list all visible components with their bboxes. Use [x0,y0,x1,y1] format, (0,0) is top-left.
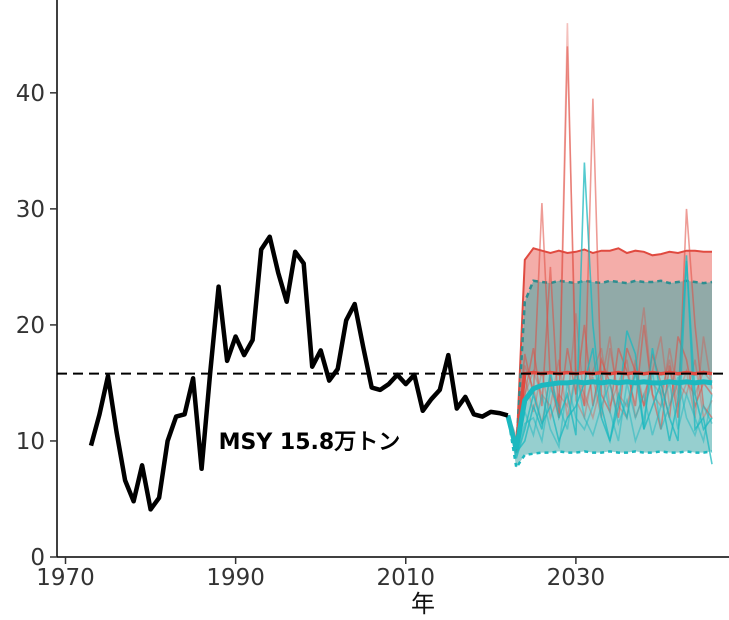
teal-median-line [505,379,713,450]
teal-sample-line [507,371,713,450]
x-tick-label: 2010 [376,565,435,591]
x-axis-title: 年 [411,590,435,618]
y-tick-label: 20 [16,313,45,339]
teal-band-lower-line [506,415,713,471]
plot-area [57,23,729,512]
y-tick-label: 10 [16,429,45,455]
msy-annotation: MSY 15.8万トン [219,430,401,455]
teal-band-upper-line [506,279,713,451]
y-tick-label: 30 [16,197,45,223]
x-tick-label: 1990 [206,565,265,591]
x-tick-label: 2030 [547,565,606,591]
history-line [88,234,509,512]
red-band-upper-line [506,247,712,453]
teal-sample-line [507,261,713,459]
x-tick-label: 1970 [36,565,95,591]
y-tick-label: 40 [16,81,45,107]
y-tick-label: 0 [30,545,45,571]
